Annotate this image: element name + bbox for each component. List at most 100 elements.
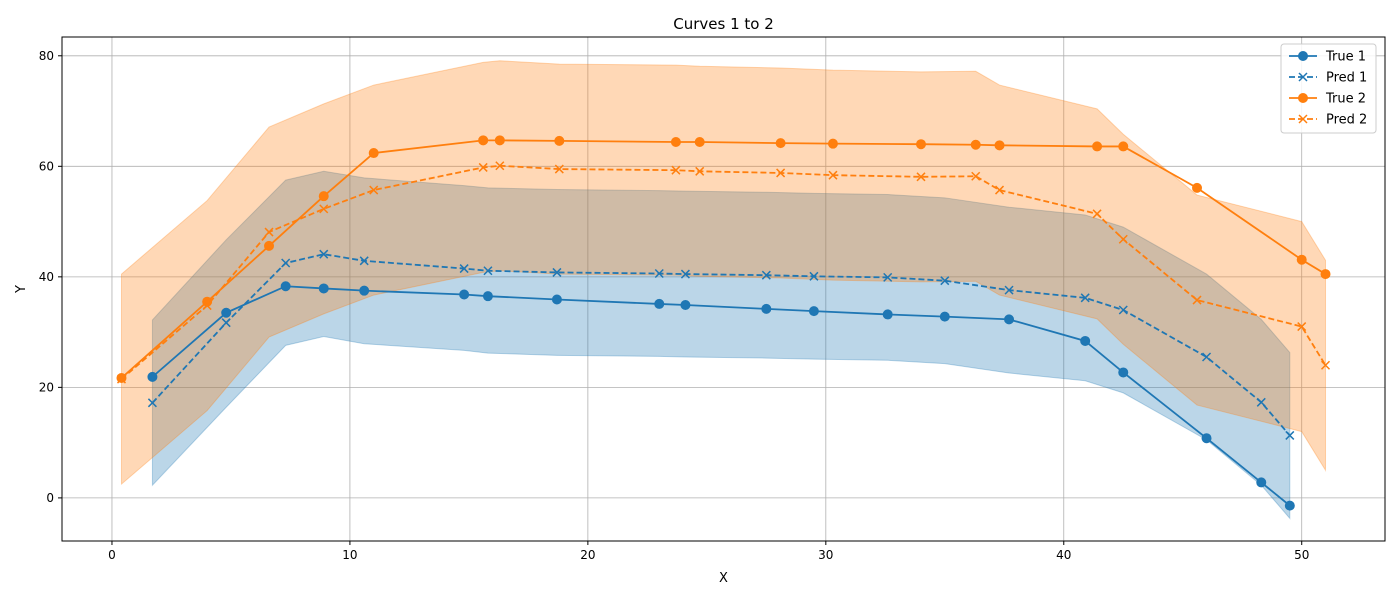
data-point-true-1 bbox=[939, 311, 950, 322]
legend-item-true-1: True 1 bbox=[1289, 50, 1366, 65]
legend-box bbox=[1280, 43, 1377, 134]
data-point-pred-1 bbox=[552, 267, 562, 277]
data-point-pred-1 bbox=[221, 318, 231, 328]
grid-lines bbox=[62, 37, 1385, 541]
data-point-true-1 bbox=[1004, 314, 1015, 325]
series-lines bbox=[116, 135, 1331, 511]
legend: True 1 Pred 1 True 2 Pred 2 bbox=[1280, 43, 1377, 134]
y-tick-label: 40 bbox=[39, 270, 54, 284]
series-line-pred-2 bbox=[120, 164, 1327, 380]
data-point-pred-2 bbox=[478, 162, 488, 172]
data-point-pred-2 bbox=[264, 227, 274, 237]
data-point-pred-1 bbox=[1256, 397, 1266, 407]
data-point-pred-2 bbox=[671, 165, 681, 175]
y-axis: 0 20 40 60 80 bbox=[39, 49, 62, 505]
data-point-pred-1 bbox=[940, 276, 950, 286]
data-point-pred-1 bbox=[1285, 430, 1295, 440]
legend-marker-true-2 bbox=[1298, 93, 1308, 103]
data-point-true-2 bbox=[554, 135, 565, 146]
data-point-true-1 bbox=[654, 298, 665, 309]
data-point-true-1 bbox=[680, 300, 691, 311]
plot-area bbox=[61, 36, 1386, 542]
series-true-2 bbox=[116, 135, 1331, 383]
data-point-true-1 bbox=[318, 283, 329, 294]
data-point-pred-1 bbox=[1118, 305, 1128, 315]
x-axis-title: X bbox=[719, 571, 728, 586]
data-point-pred-2 bbox=[916, 172, 926, 182]
legend-marker-pred-1 bbox=[1298, 72, 1308, 82]
legend-label-pred-2: Pred 2 bbox=[1326, 113, 1367, 128]
series-line-pred-1 bbox=[151, 253, 1291, 437]
data-point-true-2 bbox=[915, 139, 926, 150]
data-point-true-1 bbox=[1284, 500, 1295, 511]
data-point-pred-1 bbox=[1202, 352, 1212, 362]
x-axis: 0 10 20 30 40 50 bbox=[108, 541, 1309, 562]
data-point-true-2 bbox=[368, 148, 379, 159]
series-pred-2 bbox=[116, 161, 1331, 384]
confidence-band-true-2 bbox=[120, 60, 1327, 486]
legend-label-true-2: True 2 bbox=[1325, 92, 1366, 107]
legend-item-pred-2: Pred 2 bbox=[1289, 113, 1367, 128]
data-point-pred-1 bbox=[459, 264, 469, 274]
data-point-true-2 bbox=[970, 139, 981, 150]
series-pred-1 bbox=[147, 249, 1295, 440]
data-point-true-2 bbox=[994, 140, 1005, 151]
chart-title: Curves 1 to 2 bbox=[673, 15, 774, 33]
confidence-bands bbox=[120, 60, 1327, 520]
legend-label-pred-1: Pred 1 bbox=[1326, 71, 1367, 86]
x-tick-label: 30 bbox=[818, 548, 833, 562]
data-point-pred-2 bbox=[776, 168, 786, 178]
legend-item-pred-1: Pred 1 bbox=[1289, 71, 1367, 86]
data-point-true-2 bbox=[1320, 269, 1331, 280]
y-tick-label: 80 bbox=[39, 49, 54, 63]
data-point-true-2 bbox=[1192, 182, 1203, 193]
data-point-pred-1 bbox=[359, 256, 369, 266]
data-point-pred-1 bbox=[281, 258, 291, 268]
x-tick-label: 50 bbox=[1294, 548, 1309, 562]
data-point-true-2 bbox=[264, 240, 275, 251]
data-point-true-2 bbox=[694, 137, 705, 147]
data-point-pred-2 bbox=[1320, 360, 1331, 370]
data-point-pred-1 bbox=[319, 249, 329, 259]
data-point-pred-2 bbox=[994, 185, 1005, 195]
data-point-pred-1 bbox=[680, 269, 690, 279]
data-point-true-2 bbox=[494, 135, 505, 146]
data-point-pred-2 bbox=[495, 161, 505, 171]
data-point-true-1 bbox=[1080, 335, 1091, 346]
data-point-pred-2 bbox=[319, 204, 329, 214]
data-point-pred-1 bbox=[809, 271, 819, 281]
data-point-pred-2 bbox=[1297, 322, 1307, 332]
data-point-true-1 bbox=[808, 306, 819, 317]
data-point-pred-2 bbox=[971, 171, 981, 181]
data-point-true-2 bbox=[1092, 141, 1103, 152]
data-point-true-1 bbox=[551, 294, 562, 305]
data-point-true-1 bbox=[359, 285, 370, 296]
series-true-1 bbox=[147, 281, 1295, 511]
data-point-true-1 bbox=[882, 309, 893, 320]
data-point-pred-2 bbox=[202, 301, 212, 311]
y-tick-label: 60 bbox=[39, 159, 54, 173]
data-point-true-2 bbox=[827, 138, 838, 149]
data-point-true-1 bbox=[482, 291, 493, 302]
plot-frame bbox=[61, 36, 1386, 542]
data-point-pred-2 bbox=[554, 164, 564, 174]
data-point-pred-1 bbox=[761, 270, 771, 280]
legend-marker-pred-2 bbox=[1298, 114, 1308, 124]
data-point-pred-1 bbox=[147, 398, 157, 408]
data-point-pred-1 bbox=[1004, 285, 1014, 295]
data-point-true-1 bbox=[147, 371, 158, 382]
data-point-pred-2 bbox=[1092, 209, 1102, 219]
data-point-true-1 bbox=[1118, 367, 1129, 378]
legend-item-true-2: True 2 bbox=[1289, 92, 1366, 107]
y-axis-title: Y bbox=[14, 285, 29, 294]
x-tick-label: 10 bbox=[342, 548, 357, 562]
y-tick-label: 0 bbox=[46, 491, 54, 505]
data-point-pred-2 bbox=[1118, 234, 1128, 244]
data-point-true-1 bbox=[761, 303, 772, 314]
data-point-true-2 bbox=[478, 135, 489, 146]
series-line-true-1 bbox=[151, 285, 1291, 507]
data-point-pred-1 bbox=[1080, 293, 1090, 303]
data-point-pred-1 bbox=[654, 268, 664, 279]
data-point-true-2 bbox=[318, 191, 329, 202]
data-point-true-2 bbox=[775, 138, 786, 149]
